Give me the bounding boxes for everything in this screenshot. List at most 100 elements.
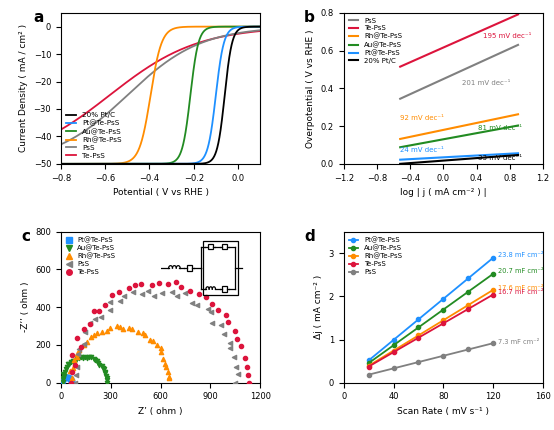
Rh@Te-PsS [138,329,147,336]
Au@Te-PsS [94,359,102,366]
Rh@Te-PsS [125,324,134,331]
Pt@Te-PsS [390,338,397,343]
Te-PsS [243,372,252,378]
Rh@Te-PsS [415,333,422,338]
Y-axis label: -Z’’ ( ohm ): -Z’’ ( ohm ) [21,282,30,332]
Au@Te-PsS [102,377,111,384]
Pt@Te-PsS [58,376,67,383]
Rh@Te-PsS [86,334,95,341]
Au@Te-PsS [79,354,88,361]
Te-PsS [71,362,80,369]
PsS [72,372,81,378]
Au@Te-PsS [63,364,71,371]
Rh@Te-PsS [152,341,161,348]
PsS [106,307,115,313]
Text: a: a [33,10,43,25]
Au@Te-PsS [100,369,109,375]
Rh@Te-PsS [165,375,173,382]
Rh@Te-PsS [257,24,264,29]
Rh@Te-PsS [515,112,521,117]
Text: c: c [21,229,30,244]
Rh@Te-PsS [90,332,99,338]
Au@Te-PsS [100,366,109,372]
Rh@Te-PsS [165,374,173,381]
Au@Te-PsS [58,161,64,166]
Au@Te-PsS [257,24,264,29]
Pt@Te-PsS [61,374,70,381]
Pt@Te-PsS [490,255,496,261]
Rh@Te-PsS [69,364,78,371]
PsS [71,379,80,386]
Te-PsS [148,282,157,289]
Pt@Te-PsS [64,374,73,381]
Line: 20% Pt/C: 20% Pt/C [400,155,518,164]
PsS [73,363,81,370]
Te-PsS [245,379,254,386]
20% Pt/C [58,161,64,166]
Te-PsS [230,328,239,335]
Au@Te-PsS [87,353,96,360]
Line: PsS: PsS [367,341,495,377]
Te-PsS [515,12,521,17]
PsS [207,308,216,315]
Rh@Te-PsS [465,302,471,307]
Text: 7.3 mF cm⁻²: 7.3 mF cm⁻² [498,339,540,345]
PsS [128,289,137,296]
PsS [187,299,196,306]
Pt@Te-PsS [92,161,99,166]
Te-PsS [195,290,204,297]
Te-PsS [76,344,85,350]
Te-PsS [224,319,233,326]
PsS [181,290,189,297]
Pt@Te-PsS [58,378,66,385]
Pt@Te-PsS [66,376,75,383]
Line: Pt@Te-PsS: Pt@Te-PsS [367,256,495,362]
Au@Te-PsS [80,161,87,166]
PsS [232,31,238,36]
X-axis label: Scan Rate ( mV s⁻¹ ): Scan Rate ( mV s⁻¹ ) [397,407,489,416]
PsS [415,359,422,365]
Te-PsS [114,288,123,295]
Pt@Te-PsS [59,375,68,382]
Pt@Te-PsS [397,157,403,162]
PsS [193,301,202,308]
PsS [75,345,84,352]
Pt@Te-PsS [66,376,75,383]
Au@Te-PsS [76,354,85,361]
Au@Te-PsS [81,353,90,360]
Rh@Te-PsS [163,369,172,375]
Rh@Te-PsS [93,329,102,336]
Line: 20% Pt/C: 20% Pt/C [61,27,260,164]
Au@Te-PsS [232,24,238,29]
PsS [490,341,496,346]
PsS [219,331,228,338]
Pt@Te-PsS [142,161,149,166]
Te-PsS [107,292,116,299]
PsS [142,76,149,81]
Rh@Te-PsS [75,347,84,354]
PsS [253,28,259,33]
Te-PsS [233,336,242,343]
Au@Te-PsS [67,359,76,366]
Te-PsS [58,127,64,132]
Te-PsS [101,302,110,309]
Rh@Te-PsS [66,378,75,385]
Au@Te-PsS [390,343,397,348]
Pt@Te-PsS [253,24,259,29]
PsS [172,293,181,300]
Pt@Te-PsS [68,379,76,386]
PsS [86,319,95,326]
Au@Te-PsS [92,358,101,365]
Rh@Te-PsS [102,327,111,334]
Line: Au@Te-PsS: Au@Te-PsS [61,27,260,164]
Pt@Te-PsS [80,161,87,166]
Pt@Te-PsS [59,375,68,382]
Au@Te-PsS [71,357,80,364]
Au@Te-PsS [515,123,521,128]
Line: PsS: PsS [61,30,260,144]
Au@Te-PsS [415,325,422,330]
Au@Te-PsS [85,354,94,361]
Pt@Te-PsS [58,376,67,383]
Rh@Te-PsS [397,136,403,141]
Au@Te-PsS [59,370,68,377]
